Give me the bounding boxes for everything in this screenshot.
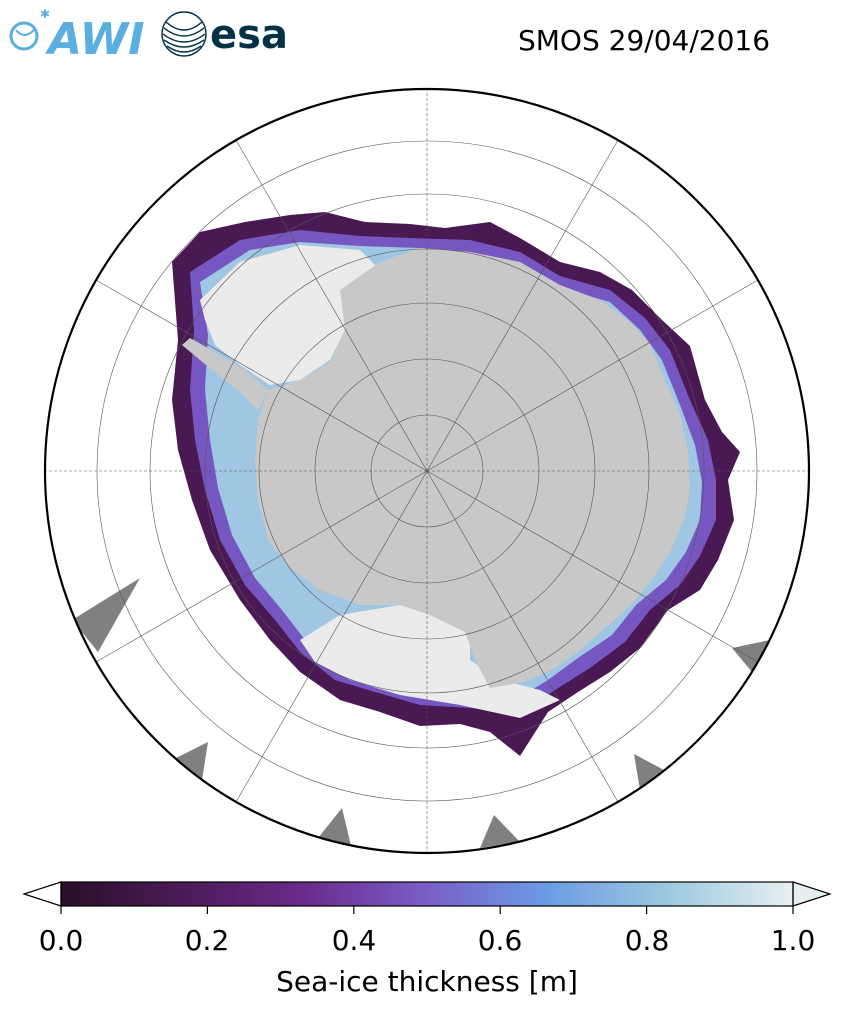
esa-logo: esa [161,11,288,58]
colorbar-extend-max [792,881,832,907]
colorbar-tick-label: 0.8 [624,924,670,957]
missing-wedge-2 [172,742,208,780]
colorbar-gradient [61,882,793,906]
svg-text:esa: esa [210,12,288,58]
colorbar-tick-label: 0.6 [477,924,523,957]
map-title: SMOS 29/04/2016 [518,24,771,57]
colorbar-tick-label: 0.4 [331,924,377,957]
missing-wedge-5 [634,754,664,790]
colorbar [22,881,832,914]
missing-wedge-1 [72,578,140,652]
ice-shelf-weddell [200,245,380,385]
sea-ice-map [43,87,811,855]
awi-logo: ✱ AWI [9,7,145,60]
missing-wedge-4 [480,815,520,848]
colorbar-tick-label: 0.0 [38,924,84,957]
antarctica-land [255,248,690,688]
missing-wedge-6 [732,640,770,672]
ice-shelf-ross [300,605,560,718]
map-boundary [43,87,811,855]
colorbar-label: Sea-ice thickness [m] [276,965,578,998]
colorbar-extend-min [22,881,62,907]
antarctic-peninsula [182,338,268,410]
colorbar-tick-label: 1.0 [770,924,816,957]
svg-text:AWI: AWI [45,14,145,60]
svg-text:✱: ✱ [40,7,50,21]
colorbar-tick-label: 0.2 [184,924,230,957]
